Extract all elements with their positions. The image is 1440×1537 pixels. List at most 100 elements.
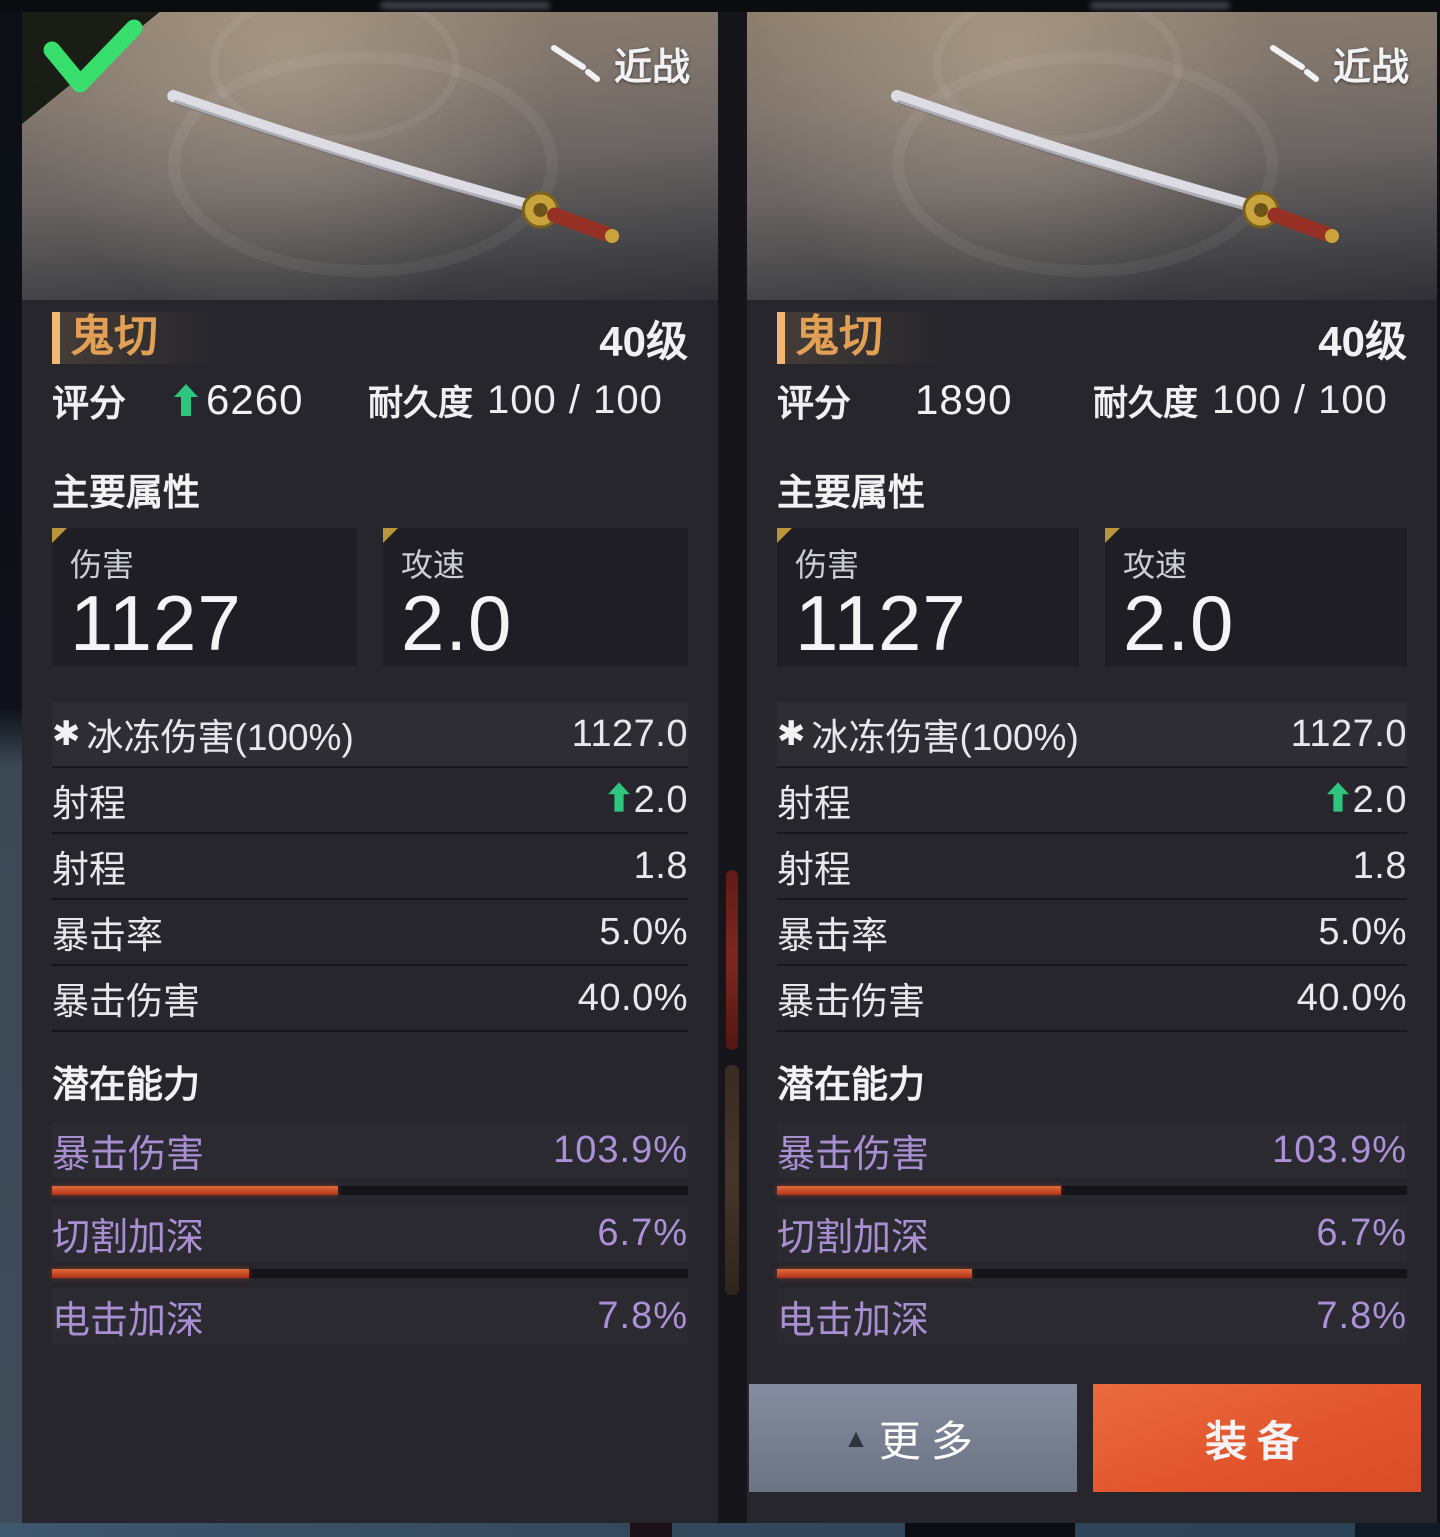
stat-row-value: 1.8	[1352, 844, 1407, 887]
potential-value: 7.8%	[1316, 1294, 1407, 1337]
potential-list: 暴击伤害 103.9% 切割加深 6.7% 电击加深 7	[777, 1122, 1407, 1344]
weapon-type-label: 近战	[1332, 47, 1409, 89]
stat-row-label: 暴击率	[777, 915, 888, 956]
stat-label: 攻速	[401, 547, 466, 583]
stat-row: 暴击伤害 40.0%	[52, 966, 688, 1032]
stat-value: 1127	[70, 579, 242, 667]
durability-label: 耐久度	[1093, 383, 1199, 423]
potential-value: 7.8%	[597, 1294, 688, 1337]
stat-row: 射程 2.0	[52, 768, 688, 834]
durability-value: 100 / 100	[487, 377, 663, 422]
potential-row: 暴击伤害 103.9%	[777, 1122, 1407, 1195]
increase-arrow-icon	[1326, 779, 1349, 822]
lens-flare-ring	[933, 10, 1182, 144]
stat-row-value: 1127.0	[571, 712, 688, 755]
bar-fill	[52, 1186, 339, 1195]
gold-corner-icon	[52, 528, 67, 543]
potential-row: 电击加深 7.8%	[777, 1288, 1407, 1344]
weapon-level: 40级	[599, 317, 688, 365]
potential-title: 潜在能力	[777, 1064, 925, 1105]
increase-arrow-icon	[174, 384, 198, 416]
bar-fill	[777, 1269, 973, 1278]
stat-value: 1127	[795, 579, 967, 667]
increase-arrow-icon	[607, 779, 630, 822]
durability-label: 耐久度	[368, 383, 474, 423]
gold-corner-icon	[777, 528, 792, 543]
potential-value: 6.7%	[1316, 1211, 1407, 1254]
stat-row-value: 1.8	[633, 844, 688, 887]
expand-up-icon: ▲	[843, 1422, 869, 1453]
weapon-card-candidate[interactable]: 近战 鬼切 40级 评分 1890 耐久度 100 / 100 主要属性 伤害 …	[747, 10, 1437, 1523]
frost-icon: ✱	[52, 715, 81, 753]
potential-row: 暴击伤害 103.9%	[52, 1122, 688, 1195]
potential-row: 切割加深 6.7%	[777, 1205, 1407, 1278]
background-artifact	[1090, 2, 1230, 9]
stat-row-label: 冰冻伤害(100%)	[811, 717, 1079, 758]
lens-flare-ring	[209, 10, 461, 144]
stat-value: 2.0	[401, 579, 513, 667]
stat-row: 射程 1.8	[777, 834, 1407, 900]
potential-label: 暴击伤害	[777, 1133, 930, 1176]
potential-label: 电击加深	[52, 1299, 205, 1342]
stat-row: ✱ 冰冻伤害(100%) 1127.0	[52, 702, 688, 768]
attack-speed-stat-box: 攻速 2.0	[383, 528, 688, 666]
stat-row-value: 1127.0	[1290, 712, 1407, 755]
stat-list: ✱ 冰冻伤害(100%) 1127.0 射程 2.0 射程 1.8 暴击	[52, 702, 688, 1032]
background-edge-top	[0, 0, 1440, 12]
gold-corner-icon	[383, 528, 398, 543]
background-artifact	[905, 1523, 1075, 1537]
weapon-level: 40级	[1318, 317, 1407, 365]
potential-label: 电击加深	[777, 1299, 930, 1342]
potential-bar	[52, 1186, 688, 1195]
stat-row-label: 冰冻伤害(100%)	[86, 717, 354, 758]
potential-label: 暴击伤害	[52, 1133, 205, 1176]
weapon-type-badge: 近战	[550, 36, 690, 91]
potential-bar	[777, 1269, 1407, 1278]
equip-button[interactable]: 装备	[1093, 1384, 1421, 1492]
stat-row-value: 40.0%	[577, 976, 688, 1019]
stat-row-label: 射程	[52, 783, 126, 824]
stat-row-label: 暴击伤害	[777, 981, 925, 1022]
stat-label: 伤害	[70, 547, 135, 583]
background-artifact	[725, 1065, 739, 1295]
stat-row-label: 暴击率	[52, 915, 163, 956]
more-button[interactable]: ▲ 更多	[749, 1384, 1077, 1492]
rating-label: 评分	[777, 383, 851, 424]
stat-row-value: 5.0%	[599, 910, 688, 953]
weapon-image: 近战	[747, 10, 1437, 300]
bar-fill	[52, 1269, 250, 1278]
damage-stat-box: 伤害 1127	[52, 528, 357, 666]
potential-bar	[777, 1186, 1407, 1195]
bar-fill	[777, 1186, 1061, 1195]
stat-list: ✱ 冰冻伤害(100%) 1127.0 射程 2.0 射程 1.8 暴击	[777, 702, 1407, 1032]
stat-row-value: 40.0%	[1296, 976, 1407, 1019]
selected-check-icon	[22, 10, 162, 124]
rating-value: 1890	[915, 376, 1013, 423]
rating-value: 6260	[174, 376, 342, 424]
weapon-name: 鬼切	[777, 312, 943, 364]
stat-row-value: 5.0%	[1318, 910, 1407, 953]
rating-label: 评分	[52, 383, 126, 424]
panel-gap	[718, 10, 747, 1523]
potential-row: 切割加深 6.7%	[52, 1205, 688, 1278]
stat-row: 射程 1.8	[52, 834, 688, 900]
gold-corner-icon	[1105, 528, 1120, 543]
katana-image	[891, 90, 1339, 243]
melee-sword-icon	[1269, 44, 1319, 82]
weapon-card-equipped[interactable]: 近战 鬼切 40级 评分 6260 耐久度 100 / 100 主要属性 伤害 …	[22, 10, 718, 1523]
stat-row-label: 射程	[777, 849, 851, 890]
background-artifact	[1355, 1523, 1440, 1537]
melee-sword-icon	[550, 44, 600, 82]
katana-image	[167, 90, 620, 243]
stat-row-label: 射程	[777, 783, 851, 824]
main-attributes-title: 主要属性	[52, 472, 200, 513]
frost-icon: ✱	[777, 715, 806, 753]
main-attributes-title: 主要属性	[777, 472, 925, 513]
weapon-type-label: 近战	[613, 47, 690, 89]
potential-list: 暴击伤害 103.9% 切割加深 6.7% 电击加深 7	[52, 1122, 688, 1344]
damage-stat-box: 伤害 1127	[777, 528, 1079, 666]
stat-row: 暴击率 5.0%	[777, 900, 1407, 966]
potential-title: 潜在能力	[52, 1064, 200, 1105]
attack-speed-stat-box: 攻速 2.0	[1105, 528, 1407, 666]
